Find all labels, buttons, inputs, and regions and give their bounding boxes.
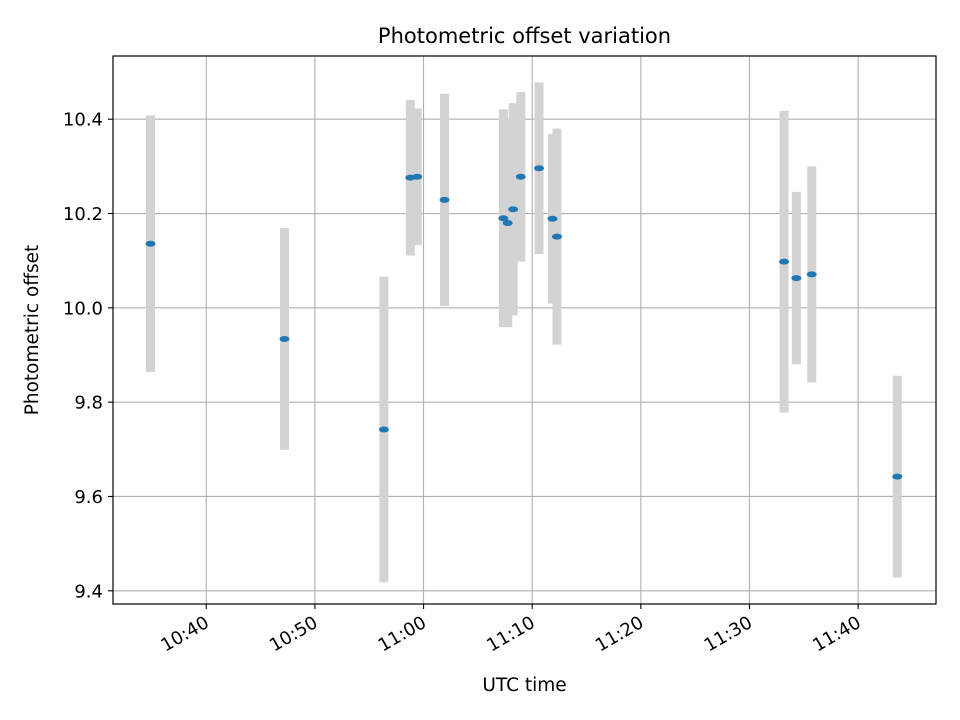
y-tick-label: 9.8	[74, 393, 103, 414]
data-point	[502, 219, 513, 226]
grid-lines	[113, 56, 936, 604]
data-point	[791, 275, 802, 282]
data-point	[412, 173, 423, 180]
data-point	[547, 215, 558, 222]
y-tick-label: 10.4	[63, 110, 103, 131]
y-axis-label: Photometric offset	[22, 245, 43, 416]
data-point	[378, 426, 389, 433]
chart-title: Photometric offset variation	[378, 24, 671, 48]
plot-frame	[112, 55, 937, 605]
data-point	[779, 258, 790, 265]
data-point	[498, 215, 509, 222]
y-tick-label: 9.4	[74, 581, 103, 602]
y-axis-ticks: 9.4 9.6 9.8 10.0 10.2 10.4	[63, 110, 113, 602]
data-point	[439, 196, 450, 203]
y-tick-label: 10.2	[63, 204, 103, 225]
x-axis-label: UTC time	[482, 675, 566, 696]
data-point	[806, 271, 817, 278]
data-point	[892, 473, 903, 480]
data-points	[145, 165, 903, 480]
data-point	[552, 233, 563, 240]
data-point	[534, 165, 545, 172]
y-tick-label: 10.0	[63, 298, 103, 319]
data-point	[145, 240, 156, 247]
data-point	[508, 206, 519, 213]
data-point	[279, 335, 290, 342]
data-point	[515, 173, 526, 180]
y-tick-label: 9.6	[74, 487, 103, 508]
